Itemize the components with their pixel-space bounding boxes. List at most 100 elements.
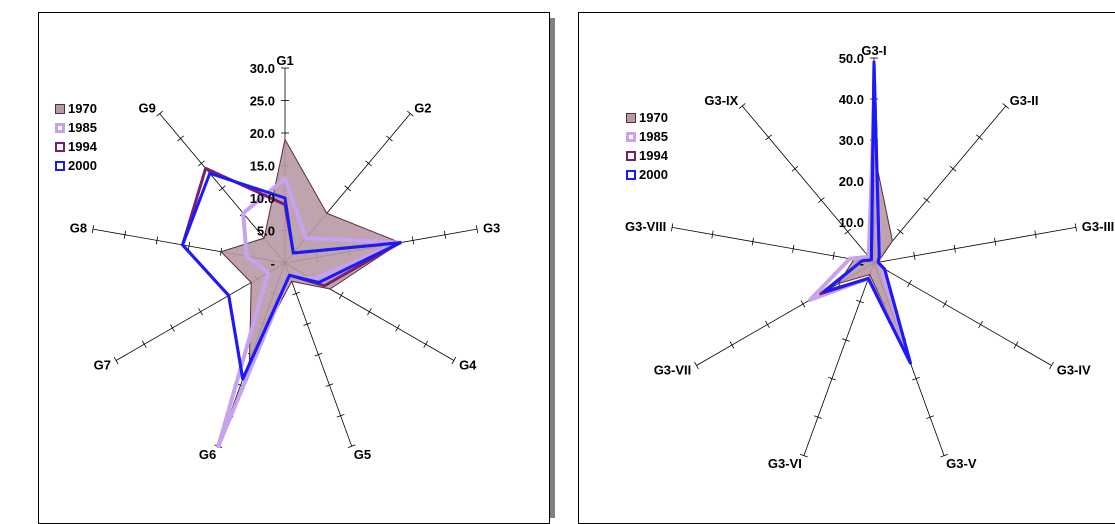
tick-mark	[751, 237, 754, 246]
tick-mark	[141, 340, 147, 348]
legend-swatch	[626, 150, 636, 161]
legend-swatch	[626, 131, 636, 142]
legend-swatch	[626, 112, 636, 123]
axis-line-g3-ii	[873, 105, 1007, 264]
category-label: G3-VII	[654, 363, 692, 378]
tick-mark	[978, 320, 983, 329]
tick-mark	[792, 244, 795, 253]
category-label: G9	[138, 100, 155, 115]
category-label: G3-IX	[704, 93, 738, 108]
category-label: G4	[459, 358, 477, 373]
tick-mark	[729, 341, 735, 349]
tick-mark	[856, 299, 864, 304]
tick-mark	[367, 308, 372, 316]
series-1985	[216, 176, 403, 449]
legend-swatch	[55, 160, 65, 171]
axis-line-g3-ix	[741, 105, 875, 264]
legend-label: 2000	[639, 167, 668, 182]
tick-mark	[1002, 103, 1010, 109]
legend-item-2000: 2000	[55, 156, 97, 175]
tick-label: 50.0	[839, 51, 864, 66]
tick-label: -	[271, 256, 275, 271]
tick-mark	[91, 225, 95, 234]
tick-mark	[155, 236, 159, 245]
tick-mark	[451, 356, 457, 365]
category-label: G3-VI	[768, 456, 802, 471]
legend-label: 1985	[639, 129, 668, 144]
category-label: G3-I	[861, 43, 886, 58]
tick-label: 5.0	[257, 224, 275, 239]
category-label: G2	[414, 100, 431, 115]
tick-mark	[926, 415, 934, 419]
tick-mark	[923, 197, 931, 204]
tick-mark	[817, 197, 825, 204]
tick-mark	[671, 223, 674, 232]
legend-label: 1994	[639, 148, 668, 163]
tick-label: 10.0	[250, 191, 275, 206]
radar-chart-panel-1: - 5.0 10.0 15.0 20.0 25.0 30.0 G1 G2 G3 G4 G5 G6 G7 G8…	[38, 12, 550, 524]
axis-line-g3-iv	[873, 262, 1052, 366]
tick-label: 20.0	[839, 174, 864, 189]
tick-mark	[1049, 361, 1054, 370]
legend-swatch	[55, 103, 65, 114]
tick-mark	[198, 308, 203, 316]
legend-item-2000: 2000	[626, 165, 668, 184]
tick-mark	[365, 160, 372, 167]
series-2000	[181, 171, 402, 381]
tick-mark	[711, 230, 714, 239]
radar-chart-panel-2: - 10.0 20.0 30.0 40.0 50.0 G3-I G3-II G3-III G3-I…	[578, 12, 1115, 524]
legend-item-1970: 1970	[626, 108, 668, 127]
tick-mark	[123, 230, 127, 239]
tick-mark	[292, 291, 301, 296]
tick-label: -	[860, 256, 864, 271]
axis-line-g3-vi	[803, 262, 875, 456]
category-label: G3-II	[1010, 93, 1039, 108]
tick-label: 30.0	[250, 61, 275, 76]
legend-label: 1970	[68, 101, 97, 116]
tick-mark	[738, 103, 746, 109]
radar-chart-1: - 5.0 10.0 15.0 20.0 25.0 30.0G1 G2 G3 G4 G5 G6 G7 G8…	[70, 53, 501, 462]
tick-mark	[949, 165, 957, 172]
category-label: G6	[199, 447, 216, 462]
legend-label: 1970	[639, 110, 668, 125]
tick-mark	[407, 110, 414, 117]
tick-mark	[791, 165, 799, 172]
series-2000	[822, 60, 912, 365]
tick-label: 15.0	[250, 159, 275, 174]
legend-item-1994: 1994	[626, 146, 668, 165]
legend-swatch	[626, 169, 636, 180]
radar-chart-2: - 10.0 20.0 30.0 40.0 50.0G3-I G3-II G3-III G3-I…	[625, 43, 1115, 471]
category-label: G1	[276, 53, 293, 68]
tick-mark	[942, 300, 948, 308]
tick-mark	[347, 444, 356, 448]
tick-mark	[828, 376, 836, 381]
tick-mark	[475, 225, 479, 234]
tick-mark	[765, 134, 772, 141]
tick-mark	[1074, 223, 1077, 232]
category-label: G3-III	[1082, 219, 1115, 234]
tick-mark	[187, 242, 191, 251]
category-label: G7	[94, 358, 111, 373]
category-label: G3-V	[946, 456, 977, 471]
category-label: G3	[483, 221, 500, 236]
tick-label: 30.0	[839, 133, 864, 148]
tick-mark	[940, 453, 949, 458]
tick-label: 40.0	[839, 92, 864, 107]
tick-mark	[386, 135, 393, 142]
tick-mark	[842, 338, 850, 342]
tick-mark	[1034, 230, 1037, 239]
tick-mark	[844, 228, 851, 235]
tick-mark	[1013, 341, 1019, 349]
tick-mark	[976, 134, 983, 141]
tick-mark	[814, 415, 822, 419]
tick-mark	[113, 356, 119, 365]
tick-label: 10.0	[839, 215, 864, 230]
legend-label: 2000	[68, 158, 97, 173]
legend-1: 1970 1985 1994 2000	[55, 99, 97, 175]
tick-mark	[443, 230, 447, 239]
tick-mark	[338, 291, 344, 300]
category-label: G3-IV	[1057, 363, 1091, 378]
tick-label: 20.0	[250, 126, 275, 141]
axis-line-g3-iii	[873, 227, 1076, 264]
tick-mark	[156, 110, 163, 117]
